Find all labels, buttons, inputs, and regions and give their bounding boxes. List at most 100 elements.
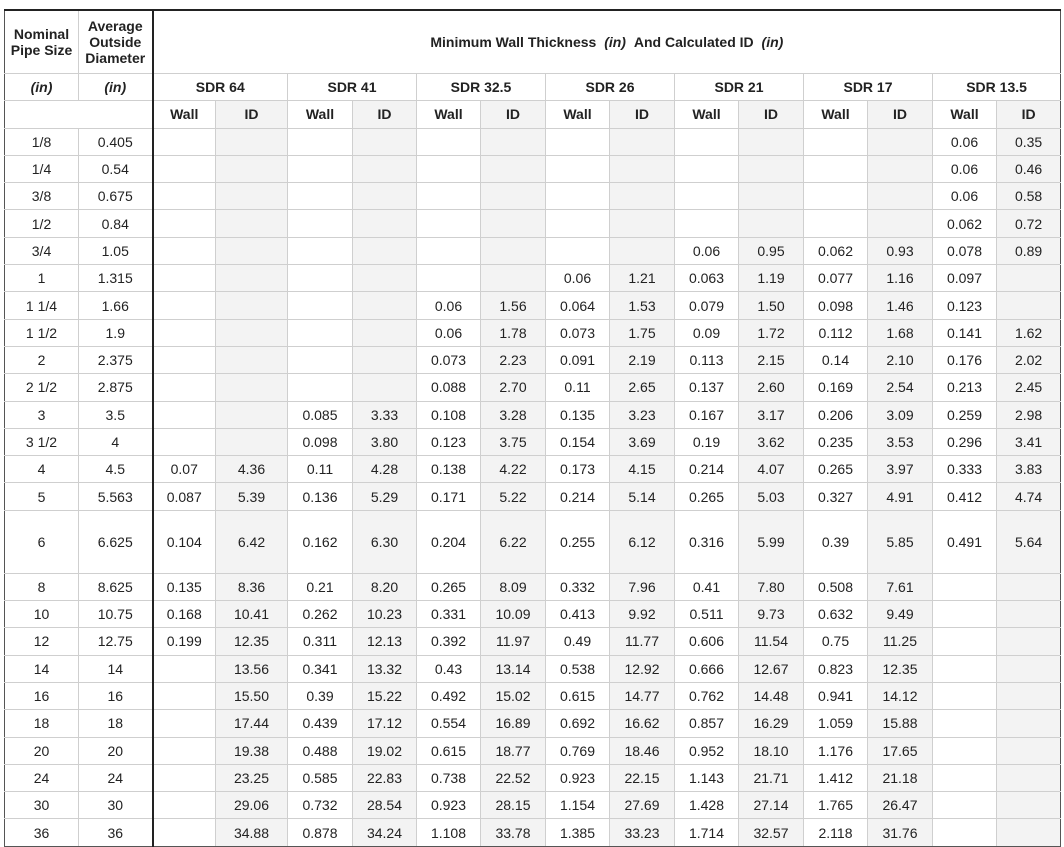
table-cell: 12.75 — [78, 627, 153, 656]
table-cell: 0.112 — [803, 318, 868, 347]
data-row: 3 1/2 4 0.098 3.80 0.123 3.75 0.154 3.69 0.19 3.6… — [4, 427, 1062, 457]
table-cell: 2.65 — [609, 373, 675, 402]
table-cell: 0.079 — [674, 291, 739, 320]
column-header: Wall — [287, 100, 353, 129]
empty-cell — [480, 209, 546, 238]
data-row: 4 4.5 0.07 4.36 0.11 4.28 0.138 4.22 0.173 4.15 0.… — [4, 455, 1062, 484]
table-cell: 0.439 — [287, 709, 353, 738]
empty-cell — [151, 736, 216, 765]
table-cell: 1.385 — [545, 818, 610, 847]
table-cell: 3.75 — [480, 427, 546, 457]
table-cell: 0.088 — [416, 373, 481, 402]
table-cell: 2 — [4, 345, 79, 375]
empty-cell — [995, 264, 1062, 293]
data-row: 14 14 13.56 0.341 13.32 0.43 13.14 0.538 12.92 0.… — [4, 654, 1062, 683]
empty-cell — [151, 681, 216, 711]
table-cell: 0.09 — [674, 318, 739, 347]
table-cell: 1.72 — [738, 318, 804, 347]
data-row: 3 3.5 0.085 3.33 0.108 3.28 0.135 3.23 0.167 3.17… — [4, 400, 1062, 429]
table-cell: 1 — [4, 264, 79, 293]
empty-cell — [352, 236, 417, 266]
empty-cell — [215, 400, 288, 429]
table-cell: 17.12 — [352, 709, 417, 738]
table-cell: 6.625 — [78, 509, 153, 574]
table-cell: 0.341 — [287, 654, 353, 683]
table-cell: 0.113 — [674, 345, 739, 375]
table-cell: 1/2 — [4, 209, 79, 238]
table-cell: 2.45 — [995, 373, 1062, 402]
empty-cell — [215, 264, 288, 293]
table-cell: 3.83 — [995, 455, 1062, 484]
table-cell: 3.23 — [609, 400, 675, 429]
group-header: SDR 17 — [803, 72, 933, 102]
table-cell: 27.14 — [738, 791, 804, 820]
data-row: 3/4 1.05 0.06 0.95 0.062 0.93 0.078 0.89 — [4, 236, 1062, 266]
data-row: 30 30 29.06 0.732 28.54 0.923 28.15 1.154 27.69 1… — [4, 791, 1062, 820]
empty-cell — [867, 182, 933, 211]
empty-cell — [287, 345, 353, 375]
table-cell: 1.46 — [867, 291, 933, 320]
table-cell: 16 — [4, 681, 79, 711]
table-cell: 0.413 — [545, 600, 610, 629]
table-cell: 4.5 — [78, 455, 153, 484]
table-cell: 6.22 — [480, 509, 546, 574]
empty-cell — [803, 209, 868, 238]
table-cell: 0.087 — [151, 482, 216, 511]
empty-cell — [287, 264, 353, 293]
empty-cell — [609, 236, 675, 266]
table-cell: 0.615 — [416, 736, 481, 765]
table-cell: 0.098 — [803, 291, 868, 320]
table-cell: 20 — [4, 736, 79, 765]
empty-cell — [932, 600, 997, 629]
table-cell: 1.412 — [803, 763, 868, 793]
data-row: 16 16 15.50 0.39 15.22 0.492 15.02 0.615 14.77 0.… — [4, 681, 1062, 711]
table-cell: 16.62 — [609, 709, 675, 738]
table-cell: 3.33 — [352, 400, 417, 429]
table-cell: 0.073 — [545, 318, 610, 347]
table-cell: 0.93 — [867, 236, 933, 266]
table-cell: 2.15 — [738, 345, 804, 375]
unit-cell: (in) — [78, 72, 153, 102]
table-cell: 31.76 — [867, 818, 933, 847]
table-cell: 4.28 — [352, 455, 417, 484]
title-text: And Calculated ID — [633, 34, 754, 50]
empty-cell — [151, 345, 216, 375]
table-cell: 0.135 — [151, 572, 216, 602]
table-cell: 0.35 — [995, 127, 1062, 156]
table-cell: 10.23 — [352, 600, 417, 629]
table-cell: 12.92 — [609, 654, 675, 683]
unit-cell: (in) — [4, 72, 79, 102]
data-row: 1/8 0.405 0.06 0.35 — [4, 127, 1062, 156]
table-cell: 9.49 — [867, 600, 933, 629]
data-row: 8 8.625 0.135 8.36 0.21 8.20 0.265 8.09 0.332 7.9… — [4, 572, 1062, 602]
table-cell: 8.625 — [78, 572, 153, 602]
table-cell: 5.29 — [352, 482, 417, 511]
table-cell: 3.80 — [352, 427, 417, 457]
table-cell: 2 1/2 — [4, 373, 79, 402]
empty-cell — [738, 182, 804, 211]
header-cell: Average Outside Diameter — [78, 9, 153, 74]
table-cell: 0.675 — [78, 182, 153, 211]
empty-cell — [416, 182, 481, 211]
empty-cell — [215, 373, 288, 402]
table-cell: 0.923 — [416, 791, 481, 820]
table-cell: 11.25 — [867, 627, 933, 656]
table-cell: 26.47 — [867, 791, 933, 820]
column-header: ID — [995, 100, 1062, 129]
table-cell: 5.85 — [867, 509, 933, 574]
table-cell: 7.61 — [867, 572, 933, 602]
table-cell: 0.738 — [416, 763, 481, 793]
table-cell: 0.39 — [287, 681, 353, 711]
empty-cell — [352, 209, 417, 238]
table-cell: 20 — [78, 736, 153, 765]
empty-cell — [215, 427, 288, 457]
table-cell: 14.48 — [738, 681, 804, 711]
table-cell: 8 — [4, 572, 79, 602]
empty-cell — [352, 345, 417, 375]
table-cell: 14.77 — [609, 681, 675, 711]
table-cell: 22.52 — [480, 763, 546, 793]
empty-cell — [352, 154, 417, 184]
table-cell: 2.19 — [609, 345, 675, 375]
table-cell: 0.538 — [545, 654, 610, 683]
empty-cell — [995, 709, 1062, 738]
